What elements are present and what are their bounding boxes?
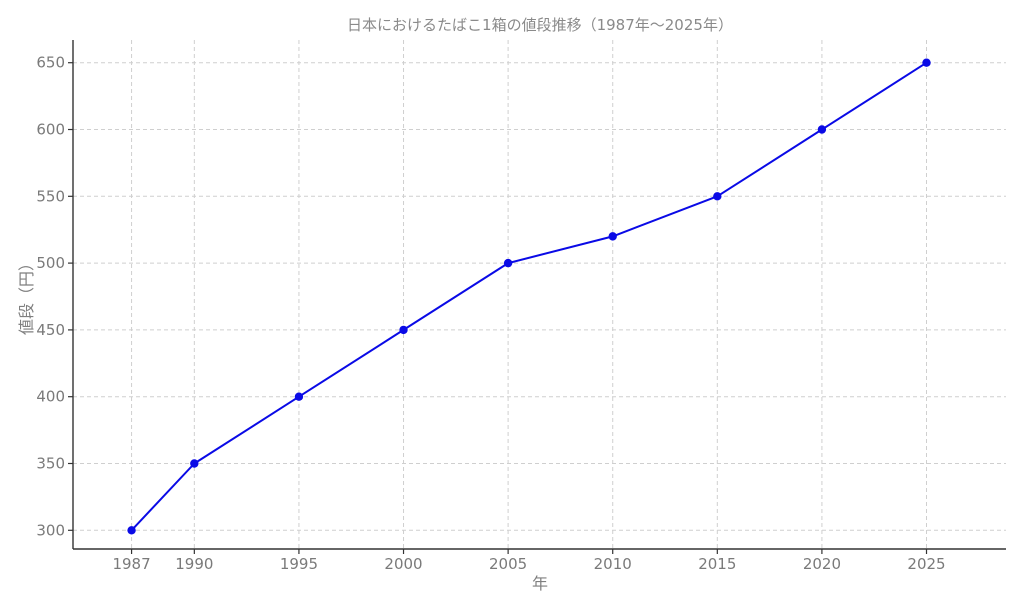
data-point	[399, 325, 408, 335]
y-tick-label: 450	[36, 321, 65, 339]
x-tick-label: 1995	[280, 555, 318, 573]
axes	[72, 40, 1006, 550]
data-point	[608, 232, 617, 241]
y-tick-label: 650	[36, 54, 65, 72]
ticks: 1987 1990 1995 2000 2005 2010 2015 2020 2025 300 3…	[36, 54, 945, 573]
grid	[73, 40, 1006, 549]
y-tick-label: 550	[36, 187, 65, 205]
series-line	[130, 61, 928, 531]
x-tick-label: 2000	[384, 555, 422, 573]
chart-title: 日本におけるたばこ1箱の値段推移（1987年〜2025年）	[347, 16, 733, 34]
series	[127, 58, 931, 535]
y-tick-label: 300	[36, 521, 65, 539]
y-tick-label: 600	[36, 121, 65, 139]
x-tick-label: 2025	[907, 555, 945, 573]
x-tick-label: 2020	[803, 555, 841, 573]
data-point	[817, 125, 827, 134]
y-tick-label: 400	[36, 388, 65, 406]
x-tick-label: 1987	[112, 555, 150, 573]
x-tick-label: 1990	[175, 555, 213, 573]
data-point	[503, 258, 513, 268]
x-tick-label: 2005	[489, 555, 527, 573]
data-point	[127, 526, 136, 535]
y-axis-label: 値段（円）	[17, 255, 36, 335]
y-tick-label: 350	[36, 454, 65, 472]
y-tick-label: 500	[36, 254, 65, 272]
x-axis-label: 年	[532, 574, 548, 593]
data-point	[713, 192, 722, 201]
data-point	[190, 459, 199, 468]
x-tick-label: 2010	[594, 555, 632, 573]
data-point	[294, 392, 304, 401]
data-point	[922, 58, 931, 67]
x-tick-label: 2015	[698, 555, 736, 573]
